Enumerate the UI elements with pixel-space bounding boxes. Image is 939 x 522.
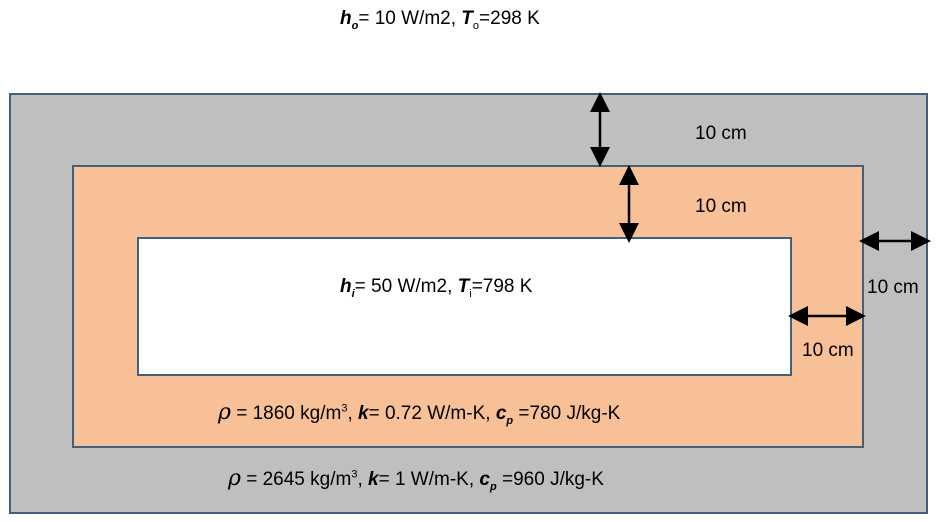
- outer-layer-properties: ρ = 2645 kg/m3, k= 1 W/m-K, cp =960 J/kg…: [228, 466, 604, 493]
- middle-right-thickness-label: 10 cm: [802, 340, 854, 361]
- inner-boundary-condition: hi= 50 W/m2, Ti=798 K: [340, 276, 533, 300]
- outer-boundary-condition: ho= 10 W/m2, To=298 K: [340, 8, 540, 32]
- middle-layer-properties: ρ = 1860 kg/m3, k= 0.72 W/m-K, cp =780 J…: [218, 400, 621, 427]
- outer-right-thickness-label: 10 cm: [867, 277, 919, 298]
- middle-top-thickness-label: 10 cm: [695, 196, 747, 217]
- outer-top-thickness-label: 10 cm: [695, 123, 747, 144]
- inner-cavity: [137, 237, 792, 376]
